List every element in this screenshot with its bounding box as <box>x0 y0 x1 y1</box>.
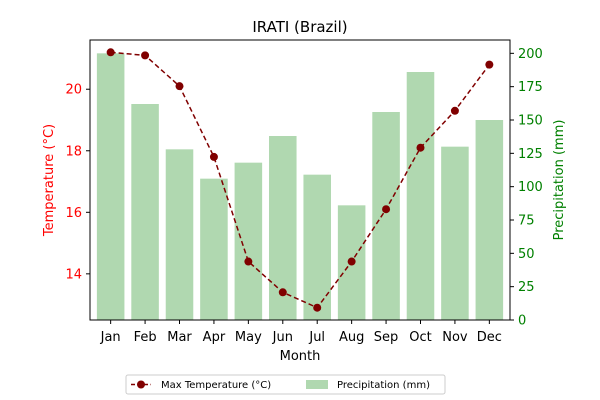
temp-point-may <box>244 257 253 266</box>
temp-point-nov <box>450 106 459 115</box>
axes: Jan Feb Mar Apr May Jun Jul Aug Sep Oct Nov Dec 14 16… <box>65 47 542 345</box>
right-y-tick-label: 25 <box>518 280 535 295</box>
legend-label-temperature: Max Temperature (°C) <box>161 380 271 391</box>
x-tick-label: Dec <box>477 330 502 345</box>
temp-point-jun <box>278 288 287 297</box>
precip-bar-mar <box>165 149 194 320</box>
chart-title: IRATI (Brazil) <box>252 18 347 36</box>
precip-bar-sep <box>372 112 400 320</box>
precip-bar-nov <box>441 146 469 320</box>
right-y-tick-label: 125 <box>518 147 543 162</box>
x-tick-label: Jul <box>308 330 325 345</box>
plot-frame <box>89 39 511 321</box>
right-y-tick-label: 100 <box>518 180 543 195</box>
precip-bar-jan <box>96 53 125 320</box>
x-tick-label: Sep <box>374 330 399 345</box>
temp-point-dec <box>485 60 494 69</box>
left-y-tick-label: 16 <box>65 206 82 221</box>
right-y-tick-label: 75 <box>518 214 535 229</box>
x-tick-label: Oct <box>409 330 431 345</box>
temp-point-apr <box>209 152 218 161</box>
x-tick-label: Feb <box>134 330 157 345</box>
temp-point-jul <box>313 303 322 312</box>
legend-label-precipitation: Precipitation (mm) <box>337 380 430 391</box>
right-y-tick-label: 200 <box>518 47 543 62</box>
right-y-tick-label: 175 <box>518 80 543 95</box>
x-axis-label: Month <box>280 349 321 364</box>
legend-marker-swatch <box>137 380 145 389</box>
precip-bar-jul <box>303 174 331 320</box>
x-tick-label: Aug <box>339 330 364 345</box>
x-tick-label: Apr <box>203 330 226 345</box>
right-y-tick-label: 150 <box>518 114 543 129</box>
precip-bar-feb <box>131 104 159 320</box>
temp-point-aug <box>347 257 356 266</box>
precip-bar-oct <box>406 72 435 320</box>
legend-box <box>125 374 446 395</box>
right-y-axis-label: Precipitation (mm) <box>552 120 567 241</box>
right-y-tick-label: 0 <box>518 314 526 329</box>
right-y-tick-label: 50 <box>518 247 535 262</box>
temperature-line <box>110 51 490 309</box>
temp-point-feb <box>141 51 150 60</box>
x-tick-label: Nov <box>442 330 468 345</box>
x-tick-label: Jan <box>100 330 121 345</box>
temp-point-sep <box>382 205 391 214</box>
left-y-tick-label: 18 <box>65 144 82 159</box>
precip-bar-apr <box>200 178 228 320</box>
precipitation-bars <box>96 53 504 320</box>
temperature-line-series <box>106 48 494 312</box>
left-y-tick-label: 20 <box>65 83 82 98</box>
precip-bar-dec <box>475 120 504 320</box>
temp-point-jan <box>106 48 115 57</box>
legend: Max Temperature (°C) Precipitation (mm) <box>125 374 446 395</box>
left-y-axis-label: Temperature (°C) <box>42 124 57 237</box>
x-tick-label: Jun <box>272 330 293 345</box>
left-y-tick-label: 14 <box>65 267 82 282</box>
temp-point-oct <box>416 143 425 152</box>
temp-point-mar <box>175 82 184 91</box>
precip-bar-may <box>234 162 263 320</box>
x-tick-label: Mar <box>167 330 192 345</box>
legend-bar-swatch <box>306 380 328 389</box>
x-tick-label: May <box>235 330 262 345</box>
